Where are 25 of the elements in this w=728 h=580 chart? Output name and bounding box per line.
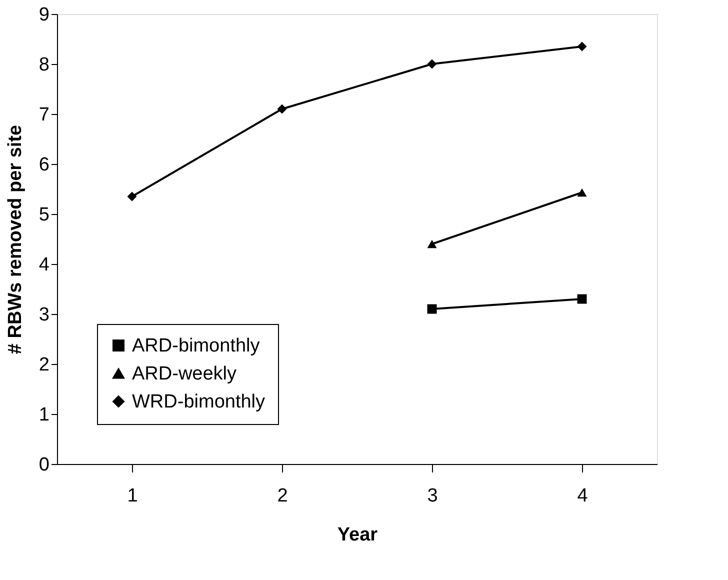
y-tick-label: 7 (38, 104, 50, 126)
point (127, 192, 137, 202)
x-tick-label: 2 (277, 486, 288, 506)
y-tick-label: 8 (38, 54, 50, 76)
y-tick-label: 0 (38, 454, 50, 476)
x-tick-label: 3 (427, 486, 438, 506)
y-tick-label: 9 (38, 4, 50, 26)
y-axis-title: # RBWs removed per site (4, 124, 26, 354)
y-tick-label: 6 (38, 154, 50, 176)
y-tick-label: 2 (38, 354, 50, 376)
y-tick-label: 3 (38, 304, 50, 326)
point (277, 104, 287, 114)
x-tick-label: 4 (577, 486, 588, 506)
y-tick-label: 5 (38, 204, 50, 226)
x-tick-label: 1 (127, 486, 138, 506)
x-axis-title: Year (337, 524, 378, 546)
y-tick-label: 4 (38, 254, 50, 276)
y-tick-label: 1 (38, 404, 50, 426)
point (427, 59, 437, 69)
legend-label: ARD-bimonthly (132, 336, 260, 356)
point (577, 294, 587, 304)
legend-label: WRD-bimonthly (132, 392, 266, 412)
legend-label: ARD-weekly (132, 364, 238, 384)
point (577, 42, 587, 52)
point (427, 304, 437, 314)
